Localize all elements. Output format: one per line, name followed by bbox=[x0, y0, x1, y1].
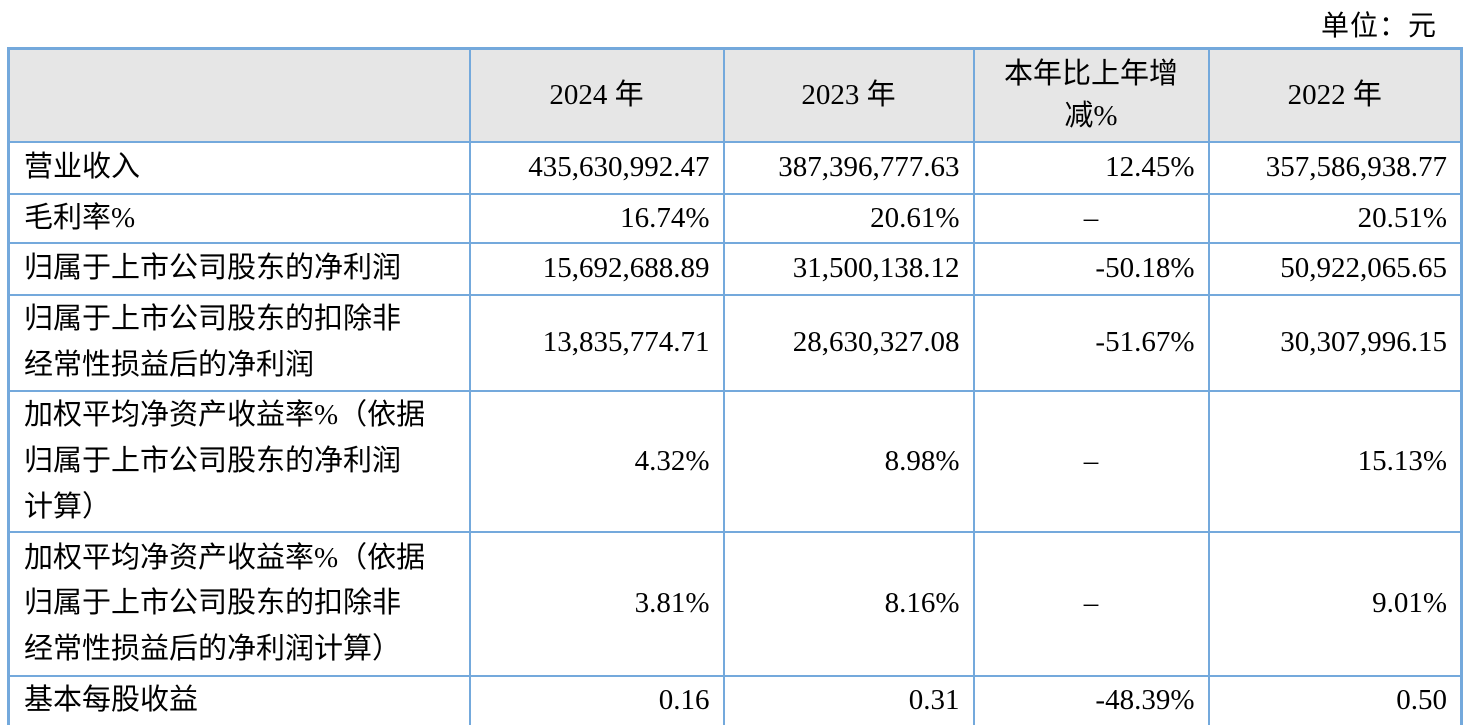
table-row-gross-margin: 毛利率% 16.74% 20.61% – 20.51% bbox=[7, 192, 1463, 245]
row-label: 加权平均净资产收益率%（依据 归属于上市公司股东的净利润 计算） bbox=[7, 389, 471, 534]
unit-label: 单位：元 bbox=[1320, 11, 1437, 42]
cell-2023: 28,630,327.08 bbox=[722, 294, 975, 392]
financial-summary-table: 2024 年 2023 年 本年比上年增 减% 2022 年 营业收入 435,… bbox=[7, 47, 1463, 725]
header-indicator bbox=[7, 47, 471, 143]
cell-2023: 31,500,138.12 bbox=[722, 242, 975, 297]
row-label: 归属于上市公司股东的净利润 bbox=[7, 242, 471, 297]
cell-2022: 50,922,065.65 bbox=[1207, 242, 1463, 297]
header-2024: 2024 年 bbox=[468, 47, 725, 143]
cell-2023: 8.16% bbox=[722, 531, 975, 678]
cell-2022: 9.01% bbox=[1207, 531, 1463, 678]
header-2022: 2022 年 bbox=[1207, 47, 1463, 143]
row-label: 加权平均净资产收益率%（依据 归属于上市公司股东的扣除非 经常性损益后的净利润计… bbox=[7, 531, 471, 678]
cell-2022: 20.51% bbox=[1207, 192, 1463, 245]
cell-2023: 8.98% bbox=[722, 389, 975, 534]
row-label: 归属于上市公司股东的扣除非 经常性损益后的净利润 bbox=[7, 294, 471, 392]
row-label: 营业收入 bbox=[7, 140, 471, 195]
cell-2022: 357,586,938.77 bbox=[1207, 140, 1463, 195]
cell-change: -51.67% bbox=[972, 294, 1210, 392]
table-row-weighted-roe: 加权平均净资产收益率%（依据 归属于上市公司股东的净利润 计算） 4.32% 8… bbox=[7, 389, 1463, 534]
cell-2023: 20.61% bbox=[722, 192, 975, 245]
cell-2024: 15,692,688.89 bbox=[468, 242, 725, 297]
header-2023: 2023 年 bbox=[722, 47, 975, 143]
cell-2024: 16.74% bbox=[468, 192, 725, 245]
table-row-net-profit-deducted: 归属于上市公司股东的扣除非 经常性损益后的净利润 13,835,774.71 2… bbox=[7, 294, 1463, 392]
cell-2022: 15.13% bbox=[1207, 389, 1463, 534]
table-row-net-profit: 归属于上市公司股东的净利润 15,692,688.89 31,500,138.1… bbox=[7, 242, 1463, 297]
cell-2024: 0.16 bbox=[468, 675, 725, 725]
cell-change: – bbox=[972, 389, 1210, 534]
cell-change: -48.39% bbox=[972, 675, 1210, 725]
cell-2024: 13,835,774.71 bbox=[468, 294, 725, 392]
cell-2022: 0.50 bbox=[1207, 675, 1463, 725]
row-label: 毛利率% bbox=[7, 192, 471, 245]
cell-change: 12.45% bbox=[972, 140, 1210, 195]
cell-change: -50.18% bbox=[972, 242, 1210, 297]
cell-2024: 435,630,992.47 bbox=[468, 140, 725, 195]
cell-change: – bbox=[972, 531, 1210, 678]
table-row-weighted-roe-deducted: 加权平均净资产收益率%（依据 归属于上市公司股东的扣除非 经常性损益后的净利润计… bbox=[7, 531, 1463, 678]
row-label: 基本每股收益 bbox=[7, 675, 471, 725]
table-row-basic-eps: 基本每股收益 0.16 0.31 -48.39% 0.50 bbox=[7, 675, 1463, 725]
table-row-revenue: 营业收入 435,630,992.47 387,396,777.63 12.45… bbox=[7, 140, 1463, 195]
cell-2022: 30,307,996.15 bbox=[1207, 294, 1463, 392]
cell-2024: 4.32% bbox=[468, 389, 725, 534]
cell-2023: 387,396,777.63 bbox=[722, 140, 975, 195]
cell-2024: 3.81% bbox=[468, 531, 725, 678]
table-header-row: 2024 年 2023 年 本年比上年增 减% 2022 年 bbox=[7, 47, 1463, 143]
header-change: 本年比上年增 减% bbox=[972, 47, 1210, 143]
cell-change: – bbox=[972, 192, 1210, 245]
cell-2023: 0.31 bbox=[722, 675, 975, 725]
